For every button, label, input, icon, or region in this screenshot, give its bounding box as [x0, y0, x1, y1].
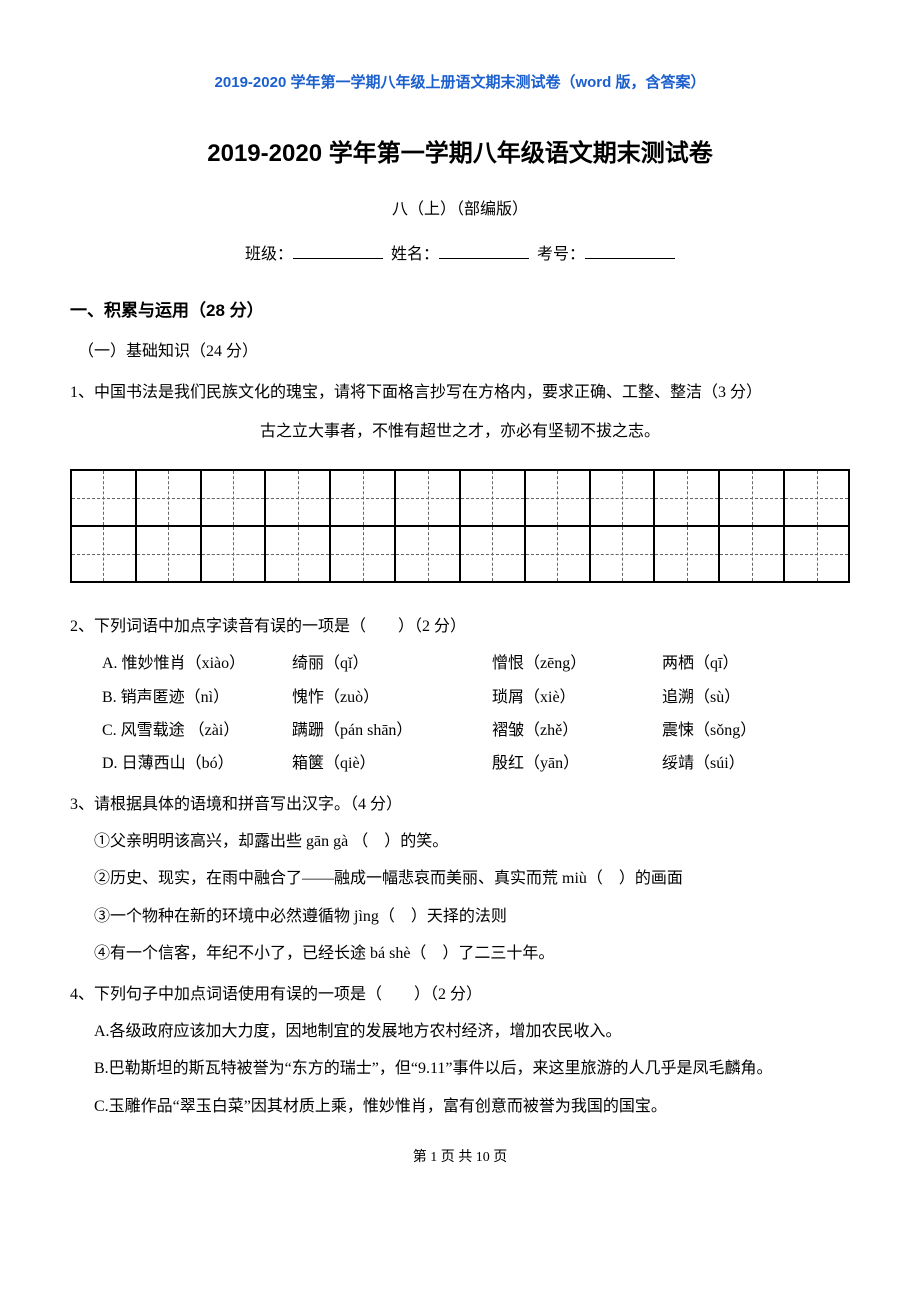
opt-letter: D.: [102, 755, 118, 772]
opt-text: 惟妙惟肖（xiào）: [122, 655, 246, 672]
opt-letter: B.: [102, 689, 117, 706]
examno-blank[interactable]: [585, 242, 675, 260]
q2-stem: 2、下列词语中加点字读音有误的一项是（ ）（2 分）: [70, 613, 850, 640]
opt-text: 箱箧（qiè）: [292, 750, 492, 777]
opt-text: 销声匿迹（nì）: [121, 689, 229, 706]
main-title: 2019-2020 学年第一学期八年级语文期末测试卷: [70, 134, 850, 175]
opt-text: 愧怍（zuò）: [292, 684, 492, 711]
opt-text: 绥靖（súi）: [662, 750, 850, 777]
q2-opt-d[interactable]: D. 日薄西山（bó） 箱箧（qiè） 殷红（yān） 绥靖（súi）: [102, 750, 850, 777]
section-1-title: 一、积累与运用（28 分）: [70, 297, 850, 326]
student-info-line: 班级： 姓名： 考号：: [70, 241, 850, 268]
q4-opt-a[interactable]: A.各级政府应该加大力度，因地制宜的发展地方农村经济，增加农民收入。: [94, 1018, 850, 1045]
q2-opt-b[interactable]: B. 销声匿迹（nì） 愧怍（zuò） 琐屑（xiè） 追溯（sù）: [102, 684, 850, 711]
name-label: 姓名：: [391, 246, 439, 263]
opt-text: 绮丽（qǐ）: [292, 650, 492, 677]
q3-item-3: ③一个物种在新的环境中必然遵循物 jìng（ ）天择的法则: [94, 903, 850, 930]
q4-stem: 4、下列句子中加点词语使用有误的一项是（ ）（2 分）: [70, 981, 850, 1008]
writing-grid[interactable]: [70, 469, 850, 583]
q3-item-2: ②历史、现实，在雨中融合了——融成一幅悲哀而美丽、真实而荒 miù（ ）的画面: [94, 865, 850, 892]
q4-opt-b[interactable]: B.巴勒斯坦的斯瓦特被誉为“东方的瑞士”，但“9.11”事件以后，来这里旅游的人…: [94, 1055, 850, 1082]
subsection-1: （一）基础知识（24 分）: [70, 338, 850, 365]
name-blank[interactable]: [439, 242, 529, 260]
opt-text: 琐屑（xiè）: [492, 684, 662, 711]
q2-opt-a[interactable]: A. 惟妙惟肖（xiào） 绮丽（qǐ） 憎恨（zēng） 两栖（qī）: [102, 650, 850, 677]
opt-text: 风雪载途 （zài）: [121, 722, 240, 739]
examno-label: 考号：: [537, 246, 585, 263]
class-blank[interactable]: [293, 242, 383, 260]
q2-opt-c[interactable]: C. 风雪载途 （zài） 蹒跚（pán shān） 褶皱（zhě） 震悚（sǒ…: [102, 717, 850, 744]
q1-stem: 1、中国书法是我们民族文化的瑰宝，请将下面格言抄写在方格内，要求正确、工整、整洁…: [70, 379, 850, 406]
opt-text: 憎恨（zēng）: [492, 650, 662, 677]
opt-letter: A.: [102, 655, 118, 672]
opt-text: 两栖（qī）: [662, 650, 850, 677]
opt-text: 震悚（sǒng）: [662, 717, 850, 744]
q3-item-1: ①父亲明明该高兴，却露出些 gān gà （ ）的笑。: [94, 828, 850, 855]
opt-letter: C.: [102, 722, 117, 739]
class-label: 班级：: [245, 246, 293, 263]
question-2: 2、下列词语中加点字读音有误的一项是（ ）（2 分） A. 惟妙惟肖（xiào）…: [70, 613, 850, 777]
opt-text: 蹒跚（pán shān）: [292, 717, 492, 744]
question-3: 3、请根据具体的语境和拼音写出汉字。（4 分） ①父亲明明该高兴，却露出些 gā…: [70, 791, 850, 967]
opt-text: 日薄西山（bó）: [122, 755, 234, 772]
opt-text: 褶皱（zhě）: [492, 717, 662, 744]
page-footer: 第 1 页 共 10 页: [70, 1146, 850, 1170]
question-1: 1、中国书法是我们民族文化的瑰宝，请将下面格言抄写在方格内，要求正确、工整、整洁…: [70, 379, 850, 583]
q4-opt-c[interactable]: C.玉雕作品“翠玉白菜”因其材质上乘，惟妙惟肖，富有创意而被誉为我国的国宝。: [94, 1093, 850, 1120]
subtitle: 八（上）（部编版）: [70, 196, 850, 223]
opt-text: 殷红（yān）: [492, 750, 662, 777]
question-4: 4、下列句子中加点词语使用有误的一项是（ ）（2 分） A.各级政府应该加大力度…: [70, 981, 850, 1120]
q1-quote: 古之立大事者，不惟有超世之才，亦必有坚韧不拔之志。: [70, 418, 850, 445]
q3-item-4: ④有一个信客，年纪不小了，已经长途 bá shè（ ）了二三十年。: [94, 940, 850, 967]
q3-stem: 3、请根据具体的语境和拼音写出汉字。（4 分）: [70, 791, 850, 818]
doc-header: 2019-2020 学年第一学期八年级上册语文期末测试卷（word 版，含答案）: [70, 70, 850, 96]
opt-text: 追溯（sù）: [662, 684, 850, 711]
